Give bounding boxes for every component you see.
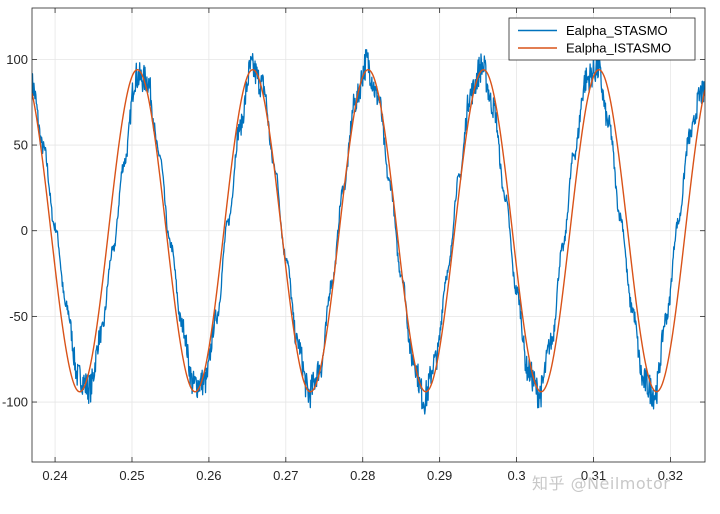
x-tick-label: 0.3: [508, 468, 526, 483]
y-tick-label: 0: [21, 223, 28, 238]
series-layer: [32, 49, 705, 415]
x-tick-label: 0.29: [427, 468, 452, 483]
plot-area-border: [31, 7, 706, 463]
x-tick-label: 0.28: [350, 468, 375, 483]
y-tick-label: -50: [9, 309, 28, 324]
legend-box: [508, 17, 696, 61]
x-tick-label: 0.32: [658, 468, 683, 483]
y-tick-label: 100: [6, 52, 28, 67]
legend-label-istasmo: Ealpha_ISTASMO: [566, 41, 671, 56]
series-line-ealpha-stasmo: [32, 49, 705, 415]
x-tick-label: 0.26: [196, 468, 221, 483]
watermark-text: 知乎 @Neilmotor: [532, 474, 671, 493]
series-line-ealpha-istasmo: [32, 68, 705, 393]
legend-label-stasmo: Ealpha_STASMO: [566, 23, 668, 38]
x-tick-label: 0.31: [581, 468, 606, 483]
x-tick-label: 0.27: [273, 468, 298, 483]
y-tick-label: -100: [2, 395, 28, 410]
axis-ticks: 0.24 0.25 0.26 0.27 0.28 0.29 0.3 0.31 0.32 -100 -…: [2, 8, 705, 483]
legend: Ealpha_STASMO Ealpha_ISTASMO: [508, 17, 696, 61]
x-tick-label: 0.24: [42, 468, 67, 483]
y-tick-label: 50: [14, 138, 28, 153]
x-tick-label: 0.25: [119, 468, 144, 483]
